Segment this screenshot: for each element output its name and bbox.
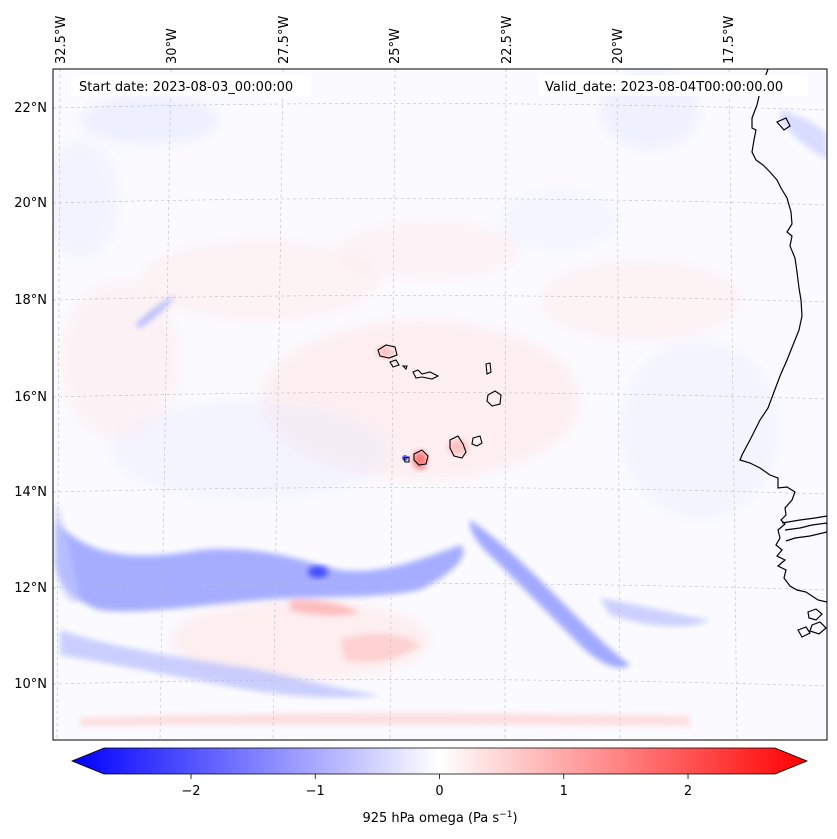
lon-label: 32.5°W — [54, 16, 69, 64]
meridian-line — [616, 69, 621, 740]
omega-neg-patch — [80, 95, 220, 145]
island-sal — [485, 362, 492, 375]
lat-label: 22°N — [14, 101, 47, 116]
colorbar-tick-label: 2 — [684, 784, 692, 799]
parallel-line — [53, 392, 827, 400]
parallel-line — [53, 583, 827, 591]
coastlines — [739, 69, 827, 638]
valid-date-text: Valid_date: 2023-08-04T00:00:00.00 — [545, 80, 783, 95]
island-brava — [403, 456, 410, 463]
colorbar-ticks: −2 −1 0 1 2 — [181, 774, 692, 799]
omega-neg-patch — [500, 190, 620, 250]
omega-neg-streak — [135, 295, 175, 328]
omega-pos-patch — [140, 240, 380, 320]
omega-neg-patch — [110, 400, 390, 500]
lat-label: 14°N — [14, 485, 47, 500]
lon-label: 25°W — [388, 28, 403, 64]
colorbar: −2 −1 0 1 2 925 hPa omega (Pa s−1) — [70, 747, 809, 826]
island-fogo — [413, 449, 429, 466]
latitude-labels: 22°N 20°N 18°N 16°N 14°N 12°N 10°N — [14, 101, 47, 692]
island-sao-nicolau — [412, 369, 440, 380]
omega-pos-band — [80, 713, 690, 726]
colorbar-tick-label: 1 — [560, 784, 568, 799]
africa-coastline — [739, 69, 827, 603]
info-boxes: Start date: 2023-08-03_00:00:00 Valid_da… — [71, 75, 808, 96]
island-sao-vicente — [389, 359, 400, 368]
map-panel: Start date: 2023-08-03_00:00:00 Valid_da… — [53, 69, 827, 740]
valid-date-box — [538, 75, 808, 96]
omega-pos-spot — [377, 346, 393, 358]
omega-pos-patch — [540, 260, 740, 340]
omega-neg-patch — [620, 340, 780, 520]
parallel-line — [53, 103, 827, 111]
lat-label: 18°N — [14, 293, 47, 308]
island-maio — [471, 435, 483, 447]
meridian-line — [272, 69, 284, 740]
omega-band — [55, 110, 827, 726]
colorbar-bar — [70, 747, 809, 775]
canary-coast-fragment — [776, 117, 791, 131]
omega-neg-band — [55, 520, 464, 612]
omega-pos-patch — [340, 220, 520, 280]
omega-neg-band — [469, 520, 630, 668]
omega-neg-band — [55, 500, 80, 603]
lon-label: 20°W — [611, 28, 626, 64]
omega-neg-band — [60, 630, 380, 698]
parallel-line — [53, 295, 827, 303]
omega-strong-neg-spot — [308, 566, 328, 578]
meridian-line — [389, 69, 396, 740]
omega-pos-band — [340, 633, 420, 662]
meridian-line — [159, 69, 172, 740]
colorbar-tick-label: −2 — [181, 784, 200, 799]
lon-label: 17.5°W — [722, 16, 737, 64]
lon-label: 22.5°W — [500, 16, 515, 64]
lat-label: 12°N — [14, 581, 47, 596]
africa-coastline-bissau — [784, 522, 827, 542]
lon-label: 30°W — [165, 28, 180, 64]
colorbar-label: 925 hPa omega (Pa s−1) — [362, 810, 517, 826]
bijagos-islands — [797, 608, 827, 638]
start-date-text: Start date: 2023-08-03_00:00:00 — [79, 80, 293, 95]
meridian-line — [728, 69, 738, 740]
parallel-line — [53, 198, 827, 206]
island-santiago — [449, 435, 467, 459]
island-boa-vista — [486, 390, 502, 407]
island-santo-antao — [377, 344, 398, 359]
cabo-verde-islands — [377, 344, 502, 466]
lon-label: 27.5°W — [277, 16, 292, 64]
omega-spots — [308, 346, 468, 578]
start-date-box — [71, 75, 311, 96]
omega-neg-patch — [53, 140, 120, 260]
omega-neg-band — [600, 598, 710, 627]
map-frame — [52, 68, 828, 741]
parallel-line — [53, 679, 827, 687]
parallel-line — [53, 487, 827, 495]
colorbar-tick-label: −1 — [306, 784, 325, 799]
graticule — [53, 69, 827, 740]
lat-label: 16°N — [14, 390, 47, 405]
africa-coastline-gambia — [781, 515, 827, 524]
island-santa-luzia — [401, 365, 408, 371]
lat-label: 10°N — [14, 677, 47, 692]
meridian-line — [56, 69, 61, 740]
omega-pos-band — [290, 599, 360, 616]
omega-neg-band — [780, 110, 827, 160]
lat-label: 20°N — [14, 196, 47, 211]
longitude-labels: 32.5°W 30°W 27.5°W 25°W 22.5°W 20°W 17.5… — [54, 16, 737, 64]
meridian-line — [504, 69, 507, 740]
colorbar-tick-label: 0 — [435, 784, 443, 799]
